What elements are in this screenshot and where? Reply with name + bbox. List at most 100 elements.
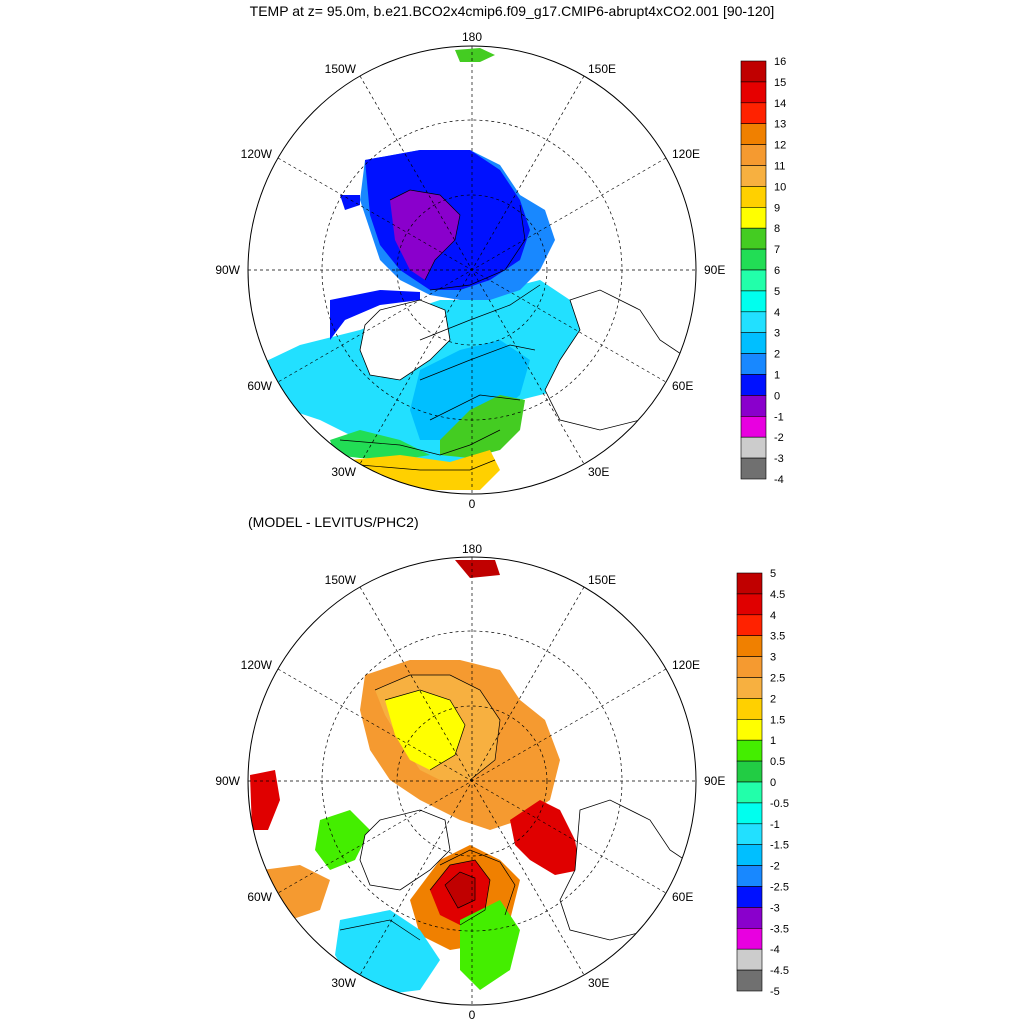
bot-lon-60w: 60W: [247, 890, 272, 904]
bottom-colorbar-label: -4: [770, 944, 780, 956]
top-colorbar-swatch: [740, 165, 767, 187]
bottom-colorbar-swatch: [736, 969, 763, 992]
field-green-bot: [460, 900, 520, 990]
bottom-colorbar-label: -0.5: [770, 798, 789, 810]
top-colorbar-label: 13: [774, 119, 786, 131]
bottom-colorbar-label: 0: [770, 777, 776, 789]
top-colorbar-swatch: [740, 248, 767, 271]
bottom-colorbar-swatch: [736, 844, 763, 866]
bot-lon-60e: 60E: [672, 890, 693, 904]
bottom-colorbar-label: 4.5: [770, 589, 785, 601]
bottom-colorbar-swatch: [736, 948, 763, 971]
land-greenland: [359, 299, 451, 381]
top-lon-60e: 60E: [672, 379, 693, 393]
bottom-colorbar-label: -1.5: [770, 840, 789, 852]
bottom-colorbar-swatch: [736, 927, 763, 950]
top-colorbar-label: 11: [774, 161, 785, 173]
field-darkred-atl: [445, 872, 475, 908]
top-lon-120e: 120E: [672, 147, 700, 161]
top-contours: [339, 189, 541, 471]
bottom-colorbar-swatch: [736, 781, 763, 804]
top-colorbar-swatch: [740, 290, 767, 313]
field-bering-green: [455, 48, 495, 62]
top-colorbar-label: 9: [774, 202, 780, 214]
top-colorbar-swatch: [740, 102, 767, 125]
top-colorbar-swatch: [740, 269, 767, 292]
bottom-colorbar-swatch: [736, 865, 763, 887]
top-lon-180: 180: [462, 30, 482, 44]
field-red-hudson: [250, 770, 280, 830]
top-colorbar-swatch: [740, 415, 767, 438]
top-colorbar-label: 5: [774, 286, 780, 298]
field-archipelago-2: [340, 195, 360, 210]
field-bering-red: [455, 560, 500, 578]
bottom-colorbar-swatch: [736, 635, 763, 657]
top-colorbar-swatch: [740, 186, 767, 208]
bottom-colorbar: 5 4.5 4 3.5 3 2.5 2 1.5 1 0.5 0 -0.5 -1 -1.5 -2 -2.5 -3 -…: [736, 568, 789, 998]
figure-title: TEMP at z= 95.0m, b.e21.BCO2x4cmip6.f09_…: [249, 3, 775, 19]
bottom-colorbar-swatch: [736, 802, 763, 825]
top-colorbar-swatch: [740, 123, 767, 145]
bottom-colorbar-swatch: [736, 886, 763, 908]
top-lon-150w: 150W: [325, 62, 357, 76]
bottom-colorbar-label: 2: [770, 693, 776, 705]
bot-lon-30w: 30W: [331, 976, 356, 990]
bottom-colorbar-swatch: [736, 656, 763, 678]
field-archipelago: [330, 290, 420, 340]
top-colorbar-label: -4: [774, 474, 784, 486]
bot-lon-0: 0: [469, 1008, 476, 1022]
top-colorbar-swatch: [740, 374, 767, 396]
bottom-colorbar-label: 2.5: [770, 673, 785, 685]
top-lon-90w: 90W: [215, 263, 240, 277]
bottom-colorbar-label: -2: [770, 861, 780, 873]
difference-subtitle: (MODEL - LEVITUS/PHC2): [248, 514, 419, 530]
top-lon-0: 0: [469, 497, 476, 511]
bot-lon-120w: 120W: [241, 658, 273, 672]
field-green: [440, 395, 525, 458]
bot-lon-150e: 150E: [588, 573, 616, 587]
bottom-colorbar-swatch: [736, 572, 763, 595]
top-colorbar-swatch: [740, 144, 767, 166]
top-lon-150e: 150E: [588, 62, 616, 76]
top-graticule: [248, 46, 696, 494]
top-colorbar-swatch: [740, 60, 767, 83]
bottom-polar-map: 180 0 90W 90E 150W 120W 150E 120E 60W 30…: [215, 542, 725, 1022]
field-cyan-bot: [335, 910, 440, 995]
top-colorbar-swatch: [740, 457, 767, 480]
bottom-contours: [339, 674, 516, 941]
field-purple: [390, 190, 460, 280]
bottom-colorbar-label: -5: [770, 986, 780, 998]
top-map-fields: [258, 48, 696, 490]
top-lon-120w: 120W: [241, 147, 273, 161]
top-colorbar-swatch: [740, 332, 767, 354]
top-colorbar-label: 4: [774, 307, 780, 319]
bottom-colorbar-label: -3.5: [770, 923, 789, 935]
bottom-graticule: [248, 557, 696, 1005]
top-colorbar-swatch: [740, 353, 767, 375]
field-orange-labrador: [262, 865, 330, 920]
bottom-colorbar-label: 5: [770, 568, 776, 580]
top-colorbar-label: 6: [774, 265, 780, 277]
bot-lon-180: 180: [462, 542, 482, 556]
top-lon-60w: 60W: [247, 379, 272, 393]
top-lon-30e: 30E: [588, 465, 609, 479]
top-colorbar-label: 1: [774, 370, 780, 382]
bottom-colorbar-label: -3: [770, 902, 780, 914]
bottom-colorbar-swatch: [736, 823, 763, 845]
top-colorbar-label: 10: [774, 181, 786, 193]
bot-lon-90w: 90W: [215, 774, 240, 788]
top-colorbar-label: 14: [774, 98, 786, 110]
top-map-boundary: [247, 45, 697, 495]
land-scandinavia-bot: [559, 799, 696, 941]
bottom-colorbar-label: -1: [770, 819, 780, 831]
top-colorbar-swatch: [740, 81, 767, 104]
top-colorbar-swatch: [740, 311, 767, 333]
top-colorbar-swatch: [740, 207, 767, 229]
bottom-colorbar-swatch: [736, 698, 763, 720]
top-colorbar-swatch: [740, 227, 767, 250]
field-green-2: [330, 430, 430, 460]
top-colorbar-label: 0: [774, 390, 780, 402]
top-colorbar-label: -1: [774, 411, 784, 423]
